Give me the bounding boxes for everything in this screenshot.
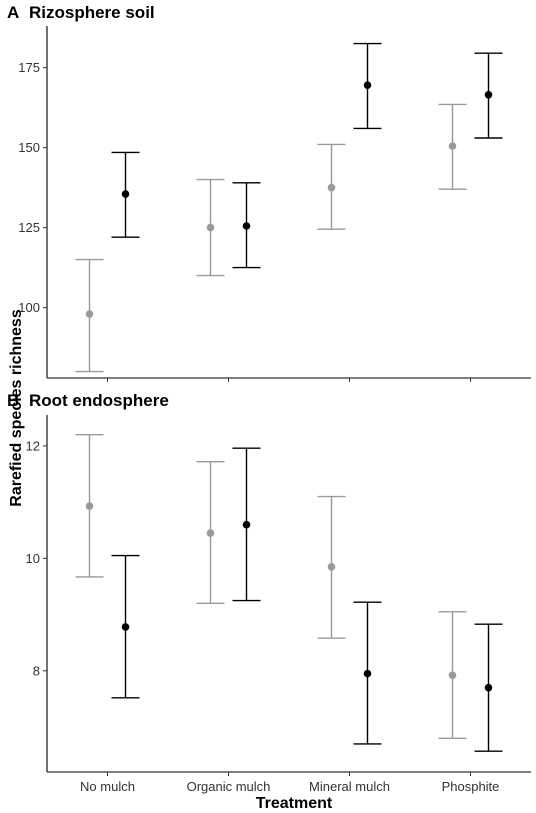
error-bar-group [232,447,261,602]
panel-a-rizosphere-soil: A Rizosphere soil 100 125 150 175 [7,3,531,382]
data-point [206,529,215,537]
error-bar-group [196,178,225,277]
data-point [85,502,94,510]
error-bar-group [474,623,503,752]
error-bar-group [111,554,140,699]
data-point [206,223,215,232]
y-axis-title: Rarefied species richness [8,309,25,507]
y-tick-label: 150 [18,140,40,155]
y-tick-label: 12 [26,438,40,453]
data-point [363,669,372,678]
y-tick-label: 8 [33,663,40,678]
error-bar-group [232,182,261,269]
panel-letter: A [7,3,19,22]
x-tick-label: Organic mulch [187,779,271,794]
data-point [327,562,336,571]
error-bar-group [317,495,346,639]
data-point [327,183,336,192]
data-point [242,222,251,230]
error-bar-group [111,151,140,238]
data-point [363,81,372,89]
panel-title: Rizosphere soil [29,3,155,22]
data-point [85,310,94,318]
data-point [121,190,130,198]
data-point [121,623,130,631]
y-tick-label: 175 [18,60,40,75]
data-point [448,671,457,680]
x-tick-label: Mineral mulch [309,779,390,794]
data-point [242,520,251,529]
error-bar-group [317,143,346,230]
error-bar-group [438,611,467,739]
data-point [448,142,457,150]
error-bar-group [353,42,382,130]
x-axis-title: Treatment [256,795,333,812]
y-tick-label: 125 [18,220,40,235]
panel-title: Root endosphere [29,391,169,410]
y-tick-label: 100 [18,300,40,315]
panel-letter: B [7,391,19,410]
error-bar-group [75,258,104,373]
error-bar-group [353,601,382,745]
x-tick-label: No mulch [80,779,135,794]
data-point [484,91,493,99]
panel-b-root-endosphere: B Root endosphere 8 10 12 No mulch Organic mul… [7,391,531,794]
error-bar-group [474,52,503,139]
error-bar-group [75,433,104,578]
data-point [484,683,493,692]
y-tick-label: 10 [26,551,40,566]
error-bar-group [438,103,467,190]
x-tick-label: Phosphite [442,779,500,794]
error-bar-group [196,460,225,605]
